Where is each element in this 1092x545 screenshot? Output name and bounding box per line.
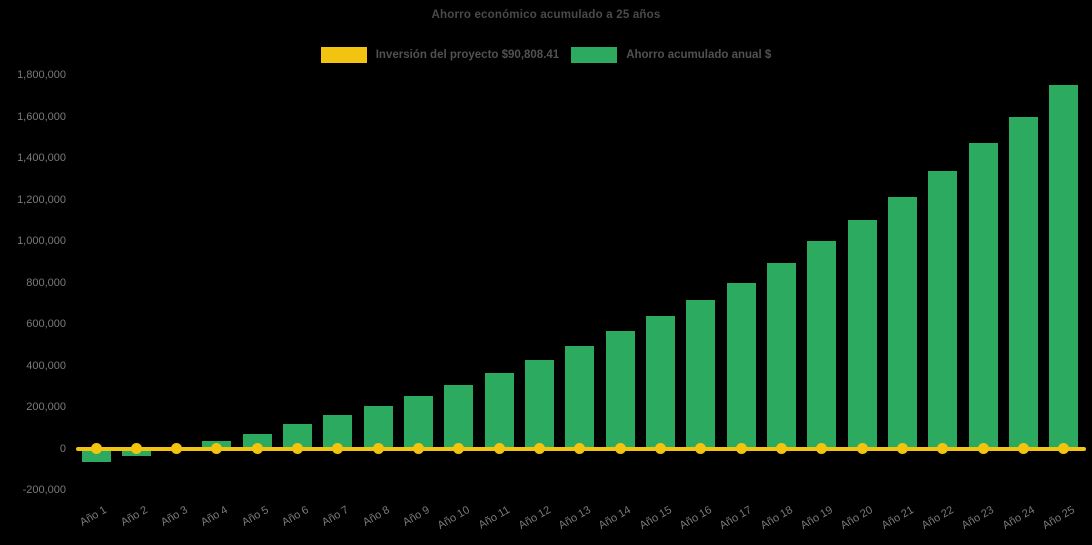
- x-tick-label: Año 11: [476, 504, 513, 532]
- investment-line-marker: [977, 443, 989, 454]
- bar-ano-21: [887, 197, 917, 449]
- x-tick-label: Año 14: [596, 504, 634, 532]
- investment-line-marker: [292, 443, 304, 454]
- bar-ano-7: [323, 414, 353, 449]
- legend: Inversión del proyecto $90,808.41 Ahorro…: [0, 47, 1092, 63]
- x-tick-label: Año 12: [516, 504, 553, 532]
- y-tick-label: 800,000: [26, 276, 66, 289]
- legend-swatch-savings-icon: [571, 47, 618, 63]
- x-tick-label: Año 16: [677, 504, 714, 532]
- bar-ano-24: [1008, 116, 1038, 449]
- x-tick-label: Año 21: [879, 504, 916, 532]
- x-tick-label: Año 4: [199, 504, 230, 529]
- investment-line-marker: [413, 443, 425, 454]
- y-tick-label: 1,200,000: [17, 193, 66, 206]
- investment-line-marker: [534, 443, 546, 454]
- legend-item-savings: Ahorro acumulado anual $: [571, 47, 771, 63]
- bar-ano-22: [928, 171, 958, 449]
- y-tick-label: 1,600,000: [17, 110, 66, 123]
- bar-ano-16: [686, 300, 716, 449]
- investment-line-marker: [654, 443, 666, 454]
- investment-line-marker: [937, 443, 949, 454]
- investment-line-marker: [372, 443, 384, 454]
- x-tick-label: Año 5: [239, 504, 271, 529]
- x-tick-label: Año 9: [400, 504, 432, 529]
- investment-line-marker: [332, 443, 344, 454]
- bar-ano-15: [645, 315, 675, 449]
- legend-swatch-investment-icon: [320, 47, 367, 63]
- investment-line-marker: [574, 443, 586, 454]
- x-tick-label: Año 3: [158, 504, 190, 529]
- bar-ano-10: [444, 385, 474, 449]
- investment-line-marker: [493, 443, 505, 454]
- bar-ano-25: [1049, 85, 1079, 449]
- x-tick-label: Año 2: [118, 504, 150, 529]
- bar-ano-5: [242, 433, 272, 449]
- x-tick-label: Año 6: [279, 504, 311, 529]
- y-tick-label: 600,000: [26, 318, 66, 330]
- legend-label-savings: Ahorro acumulado anual $: [626, 49, 772, 61]
- x-tick-label: Año 24: [1000, 504, 1037, 532]
- investment-line-marker: [130, 443, 142, 454]
- investment-line-marker: [251, 443, 263, 454]
- investment-line-marker: [735, 443, 747, 454]
- bar-ano-20: [847, 220, 877, 449]
- investment-line-marker: [1058, 443, 1070, 454]
- bar-ano-18: [766, 262, 796, 449]
- y-tick-label: 400,000: [26, 359, 66, 372]
- investment-line-marker: [211, 443, 223, 454]
- bar-ano-1: [81, 448, 111, 462]
- x-tick-label: Año 1: [78, 504, 109, 529]
- y-tick-label: 1,400,000: [17, 152, 66, 164]
- x-tick-label: Año 25: [1040, 504, 1077, 532]
- bar-ano-12: [525, 359, 555, 449]
- y-tick-label: -200,000: [22, 484, 66, 496]
- x-tick-label: Año 15: [637, 504, 674, 532]
- investment-line-marker: [775, 443, 787, 454]
- investment-line-marker: [816, 443, 828, 454]
- x-tick-label: Año 22: [919, 504, 956, 532]
- x-tick-label: Año 13: [556, 504, 593, 532]
- x-tick-label: Año 20: [838, 504, 876, 532]
- x-tick-label: Año 17: [717, 504, 755, 532]
- x-tick-label: Año 23: [959, 504, 997, 532]
- investment-line-marker: [1017, 443, 1029, 454]
- bar-ano-23: [968, 143, 998, 449]
- y-tick-label: 200,000: [26, 401, 66, 413]
- legend-label-investment: Inversión del proyecto $90,808.41: [375, 49, 560, 61]
- bar-ano-13: [565, 346, 595, 449]
- x-tick-label: Año 7: [320, 504, 351, 529]
- investment-line-marker: [896, 443, 908, 454]
- x-tick-label: Año 8: [360, 504, 392, 529]
- y-tick-label: 1,000,000: [17, 235, 66, 247]
- x-tick-label: Año 19: [798, 504, 835, 532]
- bar-ano-11: [484, 373, 514, 449]
- investment-line-marker: [695, 443, 707, 454]
- investment-line-marker: [90, 443, 102, 454]
- investment-line-marker: [453, 443, 465, 454]
- y-tick-label: 0: [59, 442, 66, 455]
- bar-ano-17: [726, 282, 756, 449]
- legend-item-investment: Inversión del proyecto $90,808.41: [320, 47, 560, 63]
- bar-ano-19: [807, 241, 837, 449]
- y-tick-label: 1,800,000: [17, 69, 66, 81]
- bar-ano-9: [404, 395, 434, 449]
- x-tick-label: Año 10: [435, 504, 472, 532]
- bar-ano-14: [605, 330, 635, 449]
- investment-line-marker: [856, 443, 868, 454]
- chart-title: Ahorro económico acumulado a 25 años: [431, 9, 661, 21]
- bar-ano-8: [363, 405, 393, 449]
- investment-line-marker: [614, 443, 626, 454]
- x-tick-label: Año 18: [758, 504, 795, 532]
- investment-line-marker: [171, 443, 183, 454]
